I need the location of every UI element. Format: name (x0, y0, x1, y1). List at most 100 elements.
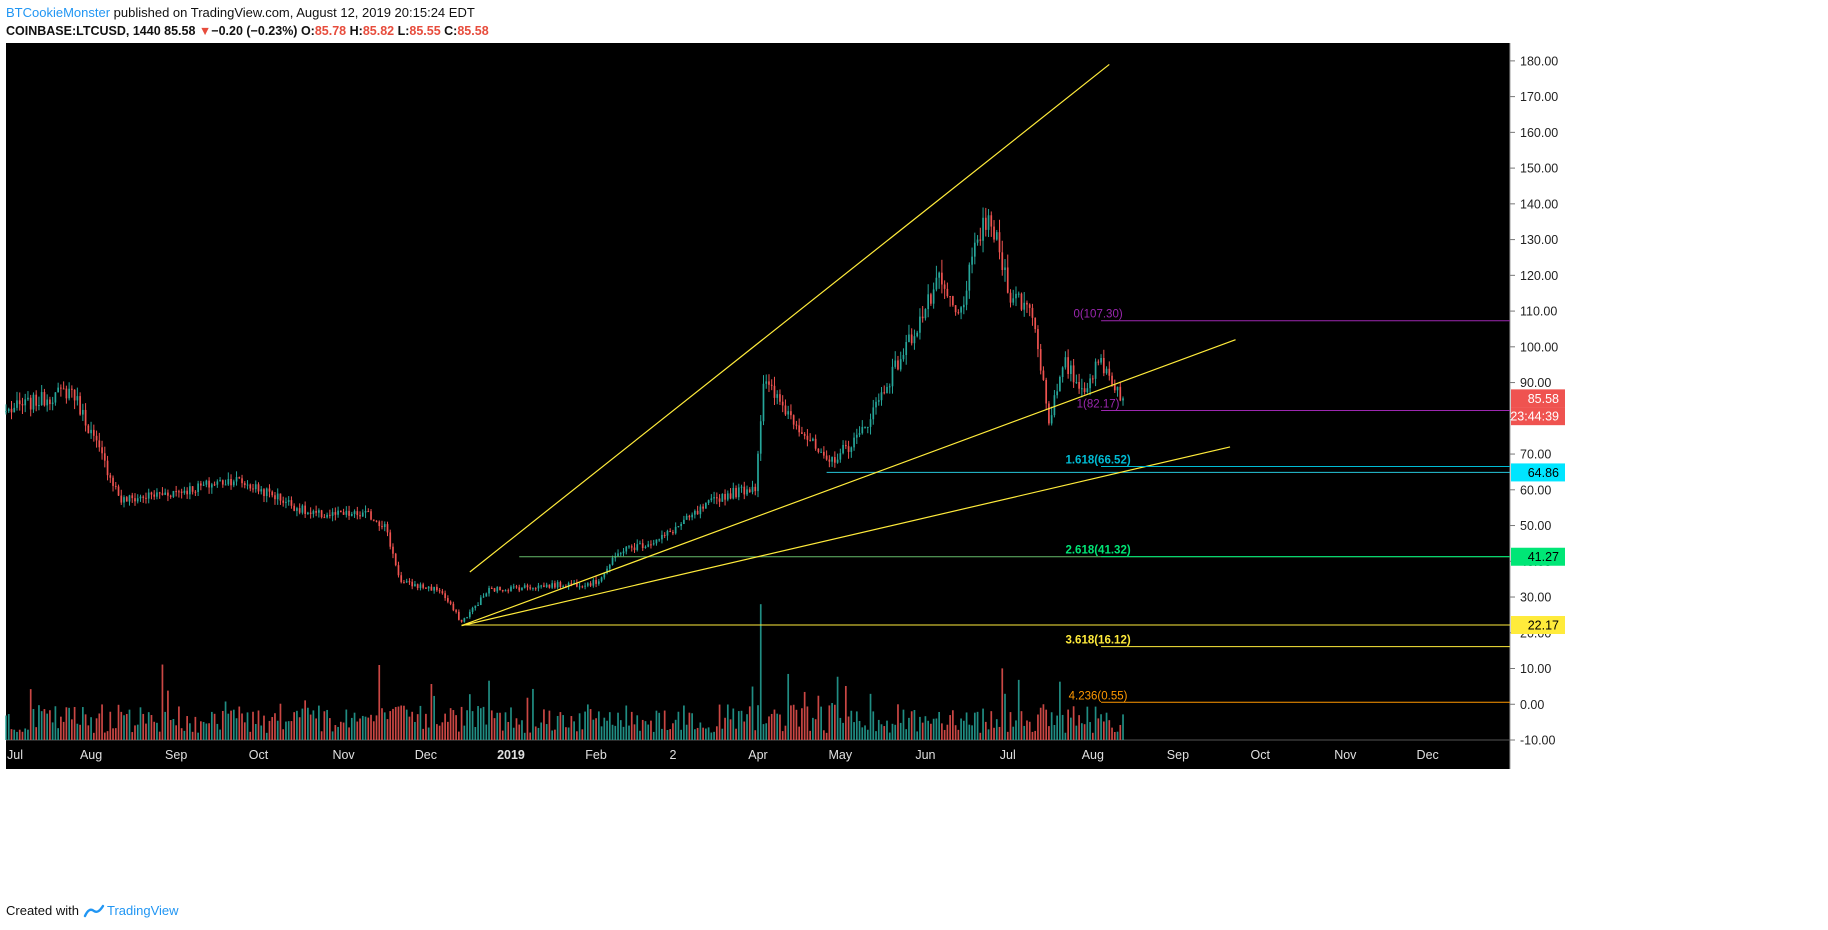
volume-bar (60, 716, 62, 740)
candle-body (710, 498, 713, 501)
volume-bar (230, 710, 232, 740)
volume-bar (342, 722, 345, 740)
candle (433, 586, 435, 594)
candle-body (946, 288, 949, 297)
candle (320, 509, 323, 519)
candle-body (894, 360, 897, 367)
volume-bar (367, 717, 370, 740)
volume-bar (1070, 717, 1072, 740)
volume-bar (43, 709, 46, 740)
volume-bar (1122, 714, 1124, 740)
candle-body (927, 294, 930, 310)
tradingview-link[interactable]: TradingView (106, 903, 179, 918)
volume-bar (312, 710, 315, 740)
candle-body (891, 366, 894, 387)
candle (792, 414, 795, 430)
candle (408, 578, 411, 585)
candle (617, 549, 619, 557)
candle-body (252, 488, 254, 490)
candle-body (504, 590, 507, 592)
candle (260, 485, 263, 495)
volume-bar (674, 719, 677, 740)
candle-body (534, 588, 537, 590)
candle-body (790, 411, 792, 416)
volume-bar (221, 710, 224, 740)
volume-bar (784, 725, 787, 740)
volume-bar (263, 715, 265, 740)
candle-body (54, 392, 57, 403)
candle (414, 581, 416, 587)
volume-bar (139, 707, 142, 740)
price-change: −0.20 (−0.23%) (211, 24, 298, 38)
volume-bar (1100, 714, 1102, 740)
volume-bar (183, 730, 186, 740)
volume-bar (672, 723, 674, 740)
volume-bar (501, 730, 504, 740)
candle (899, 351, 902, 372)
candle-body (666, 530, 669, 536)
volume-bar (35, 727, 38, 740)
candle-body (636, 544, 639, 550)
candle (795, 420, 798, 430)
candle (551, 580, 554, 589)
volume-bar (216, 723, 219, 740)
volume-bar (883, 726, 886, 740)
volume-bar (257, 710, 260, 740)
volume-bar (1034, 730, 1037, 740)
candle-body (158, 492, 161, 494)
author-link[interactable]: BTCookieMonster (6, 5, 111, 20)
candle-body (595, 579, 597, 584)
volume-bar (976, 711, 979, 740)
candle-body (1113, 384, 1116, 391)
candle (938, 271, 940, 289)
candle (1039, 343, 1042, 375)
candle-body (724, 493, 726, 500)
candle (683, 515, 685, 525)
candle (216, 479, 219, 488)
candle-body (932, 289, 935, 304)
candle-body (389, 532, 392, 547)
volume-bar (296, 710, 298, 740)
volume-bar (534, 726, 537, 740)
volume-bar (436, 724, 438, 740)
volume-bar (707, 727, 710, 740)
volume-bar (872, 711, 875, 740)
x-tick-label: 2019 (497, 748, 525, 762)
candle (460, 619, 463, 623)
candle-body (1031, 307, 1034, 318)
symbol-label[interactable]: COINBASE:LTCUSD, 1440 (6, 24, 161, 38)
volume-bar (114, 728, 117, 740)
volume-bar (751, 686, 754, 740)
volume-bar (949, 715, 951, 740)
candle-body (361, 512, 364, 517)
candle (743, 481, 746, 500)
volume-bar (32, 708, 35, 740)
candle-body (466, 617, 468, 619)
candle-body (43, 392, 46, 406)
candle-body (131, 495, 134, 499)
candle (381, 520, 383, 530)
candle (1004, 259, 1006, 282)
candle (1122, 396, 1124, 406)
price-chart[interactable]: 180.00 170.00 160.00 150.00 140.00 130.00 120.… (0, 43, 1828, 896)
volume-bar (545, 724, 548, 740)
candle-body (221, 480, 224, 485)
candle (1048, 401, 1050, 426)
volume-bar (46, 713, 49, 740)
candle-body (323, 517, 326, 519)
volume-bar (227, 713, 230, 740)
candle (880, 386, 883, 406)
candle-body (554, 583, 556, 588)
candle-body (694, 510, 696, 515)
candle-body (189, 486, 191, 495)
last-price: 85.58 (164, 24, 196, 38)
candle-body (762, 383, 765, 422)
candle-body (1004, 267, 1006, 270)
candle-body (949, 296, 951, 298)
candle (213, 481, 216, 487)
volume-bar (548, 710, 551, 740)
candle (120, 489, 123, 505)
candle-body (680, 523, 683, 527)
volume-bar (724, 717, 726, 740)
candle (943, 280, 946, 299)
